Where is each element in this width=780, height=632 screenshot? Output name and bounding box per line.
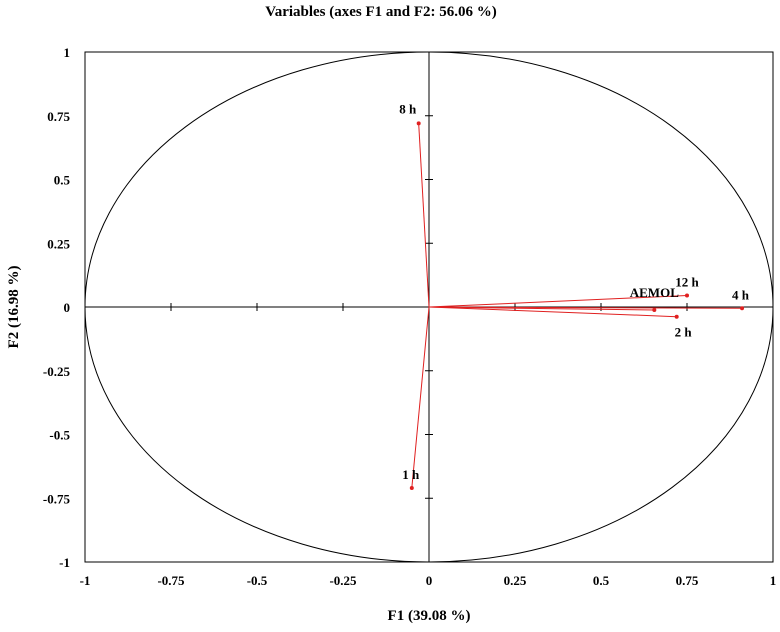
y-tick-label: -0.5 [49, 428, 70, 443]
point-label: 4 h [732, 287, 750, 302]
x-axis-label: F1 (39.08 %) [388, 608, 471, 624]
y-tick-label: 0.75 [47, 109, 70, 124]
point-label: 8 h [399, 101, 417, 116]
vector-line [428, 306, 677, 318]
vector-point [409, 486, 414, 491]
ticks-layer: -1 -0.75 -0.5 -0.25 0 0.25 0.5 0.75 1 1 0.75 0.5 0.2… [43, 45, 776, 588]
point-label: 2 h [675, 325, 693, 340]
vector-point [652, 308, 657, 313]
vector-line [418, 123, 430, 308]
vector-point [740, 306, 745, 311]
chart-title: Variables (axes F1 and F2: 56.06 %) [265, 4, 497, 20]
y-tick-label: -0.25 [43, 364, 71, 379]
point-label: AEMOL [630, 285, 679, 300]
vector-point [685, 293, 689, 298]
x-tick-label: 0.75 [676, 573, 699, 588]
x-tick-label: -0.5 [247, 573, 268, 588]
x-tick-label: 0.5 [593, 573, 610, 588]
x-tick-label: -1 [80, 573, 91, 588]
vector-point [416, 121, 421, 126]
y-tick-label: -1 [59, 555, 70, 570]
vector-line [428, 295, 688, 308]
y-axis-label: F2 (16.98 %) [6, 266, 22, 349]
y-tick-label: -0.75 [43, 491, 71, 506]
y-tick-label: 0 [64, 300, 71, 315]
x-tick-label: -0.25 [329, 573, 357, 588]
vector-line [428, 306, 743, 309]
x-tick-label: -0.75 [157, 573, 185, 588]
x-tick-label: 0 [426, 573, 433, 588]
point-label: 12 h [675, 275, 699, 290]
y-tick-label: 0.5 [54, 173, 71, 188]
y-tick-label: 1 [64, 45, 71, 60]
vector-point [674, 314, 679, 319]
x-tick-label: 0.25 [504, 573, 527, 588]
vector-line [411, 306, 430, 489]
x-tick-label: 1 [770, 573, 777, 588]
point-label: 1 h [402, 467, 420, 482]
y-tick-label: 0.25 [47, 236, 70, 251]
